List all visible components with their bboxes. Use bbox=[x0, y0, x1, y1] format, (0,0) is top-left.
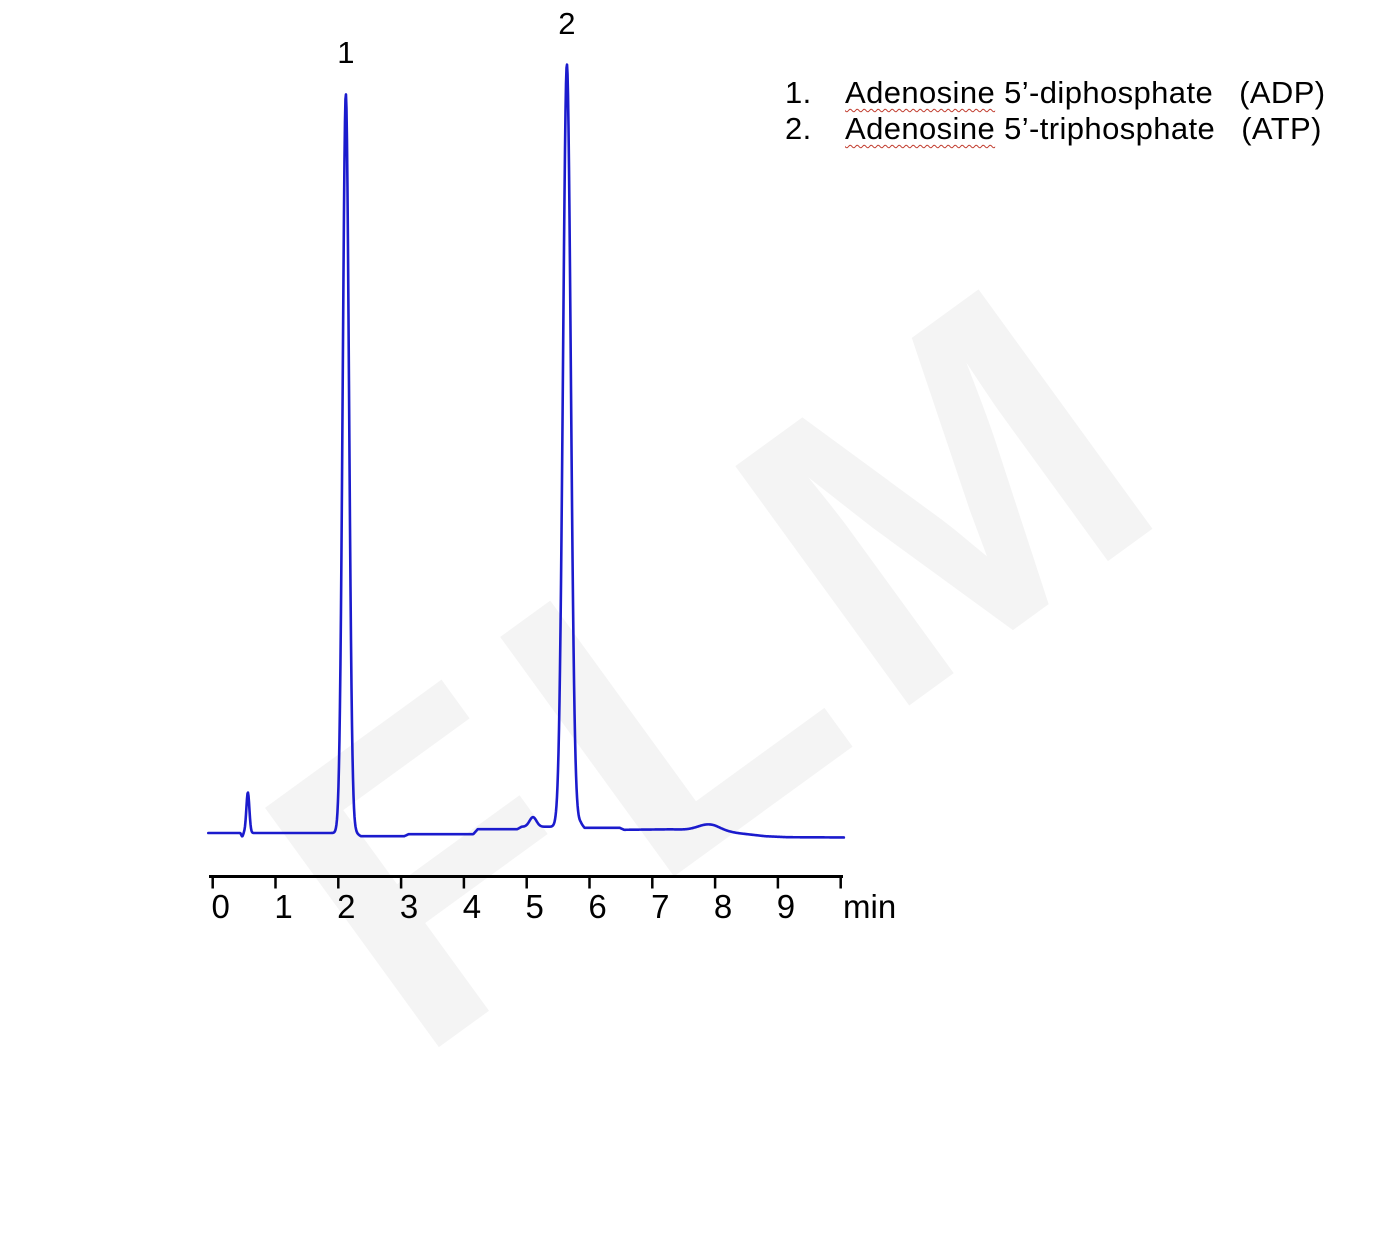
x-tick-label-6: 6 bbox=[588, 888, 607, 925]
x-tick-label-2: 2 bbox=[337, 888, 356, 925]
trace-line bbox=[207, 63, 846, 839]
x-tick-label-1: 1 bbox=[274, 888, 293, 925]
peak-legend: 1. Adenosine 5’-diphosphate (ADP) 2. Adenosi… bbox=[785, 75, 1326, 147]
x-tick-label-4: 4 bbox=[462, 888, 482, 925]
x-tick-label-8: 8 bbox=[713, 888, 733, 925]
legend-item-number: 2. bbox=[785, 111, 812, 146]
legend-item-name: Adenosine 5’-triphosphate bbox=[845, 111, 1215, 147]
legend-item-name-spellcheck-flagged: Adenosine bbox=[845, 111, 996, 146]
x-tick-label-0: 0 bbox=[211, 888, 230, 925]
x-tick-label-9: 9 bbox=[776, 888, 796, 925]
legend-item-name-rest: 5’-diphosphate bbox=[995, 75, 1214, 110]
x-tick-label-3: 3 bbox=[399, 888, 419, 925]
x-tick-label-5: 5 bbox=[525, 888, 544, 925]
legend-item-name: Adenosine 5’-diphosphate bbox=[845, 75, 1213, 111]
legend-item-abbreviation: (ATP) bbox=[1241, 111, 1322, 146]
legend-item-name-rest: 5’-triphosphate bbox=[995, 111, 1216, 146]
peak-label-1: 1 bbox=[337, 35, 355, 70]
legend-item-1: 1. Adenosine 5’-diphosphate (ADP) bbox=[785, 75, 1326, 111]
x-tick-label-7: 7 bbox=[651, 888, 670, 925]
peak-label-2: 2 bbox=[558, 6, 576, 41]
legend-item-name-spellcheck-flagged: Adenosine bbox=[845, 75, 996, 110]
legend-item-number: 1. bbox=[785, 75, 812, 110]
legend-item-abbreviation: (ADP) bbox=[1239, 75, 1326, 110]
legend-item-2: 2. Adenosine 5’-triphosphate (ATP) bbox=[785, 111, 1326, 147]
x-axis-unit-label: min bbox=[843, 888, 897, 925]
chromatogram-plot bbox=[207, 63, 846, 889]
